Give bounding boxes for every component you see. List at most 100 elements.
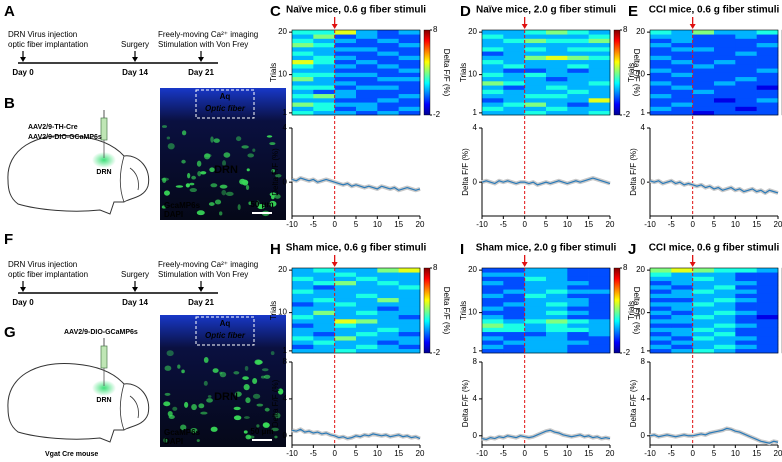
heat-cell (482, 51, 504, 56)
cell (166, 136, 171, 140)
heat-cell (503, 310, 525, 316)
heat-cell (546, 276, 568, 282)
heat-cell (567, 289, 589, 294)
heat-cell (546, 293, 568, 299)
event-label: Stimulation with Von Frey (158, 270, 248, 279)
heat-cell (377, 285, 399, 290)
y-tick-label: 10 (468, 70, 477, 79)
heat-cell (524, 285, 547, 290)
chart-title: Naïve mice, 0.6 g fiber stimuli (286, 5, 426, 16)
cell (274, 194, 281, 199)
heat-cell (503, 55, 525, 61)
heat-cell (377, 340, 399, 345)
cell (181, 369, 185, 374)
stain-label: DAPI (164, 437, 183, 446)
y-axis-label: Delta F/F (%) (461, 379, 470, 427)
chart-title: Naïve mice, 2.0 g fiber stimuli (476, 5, 616, 16)
heat-cell (524, 327, 547, 333)
cell (223, 152, 231, 158)
heat-cell (503, 47, 525, 52)
colorbar-label: Delta F/F (%) (442, 287, 451, 335)
heat-cell (356, 42, 378, 48)
mouse-label: Vgat Cre mouse (45, 451, 98, 458)
cell (243, 384, 250, 391)
heat-cell (482, 268, 504, 273)
cell (252, 148, 256, 152)
heat-cell (671, 314, 693, 320)
event-label: DRN Virus injection (8, 30, 77, 39)
heat-cell (377, 89, 399, 95)
heat-cell (546, 72, 568, 78)
heat-cell (313, 110, 335, 116)
heat-cell (692, 348, 715, 354)
heat-cell (313, 344, 335, 350)
heat-cell (735, 106, 757, 112)
heat-cell (546, 55, 568, 61)
y-tick-label: 4 (473, 123, 478, 132)
heat-cell (503, 98, 525, 103)
heat-cell (313, 51, 335, 56)
heat-cell (377, 51, 399, 56)
heat-cell (692, 297, 715, 303)
heat-cell (377, 306, 399, 311)
heat-cell (334, 340, 357, 345)
heat-cell (671, 68, 693, 73)
heat-cell (356, 68, 378, 73)
heat-cell (503, 348, 525, 354)
heat-cell (546, 348, 568, 354)
heat-cell (588, 81, 611, 86)
heat-cell (398, 268, 421, 273)
heat-cell (334, 102, 357, 107)
heat-cell (692, 106, 715, 112)
heat-cell (356, 64, 378, 69)
cell (167, 143, 175, 150)
cell (243, 416, 250, 419)
heat-cell (524, 85, 547, 90)
heat-cell (756, 293, 779, 299)
heat-cell (650, 102, 672, 107)
heat-cell (692, 276, 715, 282)
event-label: Stimulation with Von Frey (158, 40, 248, 49)
heat-cell (546, 47, 568, 52)
colorbar-tick-label: -2 (623, 110, 631, 119)
cell (219, 184, 228, 189)
heat-cell (714, 64, 736, 69)
x-tick-label: 5 (544, 220, 549, 229)
heat-cell (692, 55, 715, 61)
heat-cell (377, 106, 399, 112)
heat-cell (567, 327, 589, 333)
colorbar-tick-label: 8 (623, 263, 628, 272)
heat-cell (313, 348, 335, 354)
heat-cell (503, 64, 525, 69)
heat-cell (334, 348, 357, 354)
x-tick-label: 5 (354, 220, 359, 229)
heat-cell (714, 93, 736, 99)
heat-cell (735, 306, 757, 311)
event-label: Freely-moving Ca²⁺ imaging (158, 30, 258, 39)
event-label: DRN Virus injection (8, 260, 77, 269)
heat-cell (398, 302, 421, 307)
cell (233, 406, 241, 411)
heat-cell (714, 272, 736, 277)
heat-cell (524, 323, 547, 328)
heat-cell (356, 302, 378, 307)
left-panels: A B F G C D E H I J (4, 3, 638, 341)
heat-cell (671, 93, 693, 99)
heat-cell (356, 293, 378, 299)
heat-cell (334, 344, 357, 350)
cell (196, 160, 202, 167)
cell (213, 138, 220, 143)
heat-cell (671, 302, 693, 307)
heat-cell (482, 47, 504, 52)
heat-cell (546, 289, 568, 294)
cell (269, 200, 277, 207)
stimulus-arrowhead (331, 262, 338, 267)
heat-cell (567, 331, 589, 337)
heat-cell (756, 319, 779, 324)
heat-cell (313, 314, 335, 320)
heat-cell (313, 55, 335, 61)
panel-letter: C (270, 3, 281, 20)
cell (197, 171, 202, 177)
heat-cell (546, 323, 568, 328)
heat-cell (692, 59, 715, 65)
